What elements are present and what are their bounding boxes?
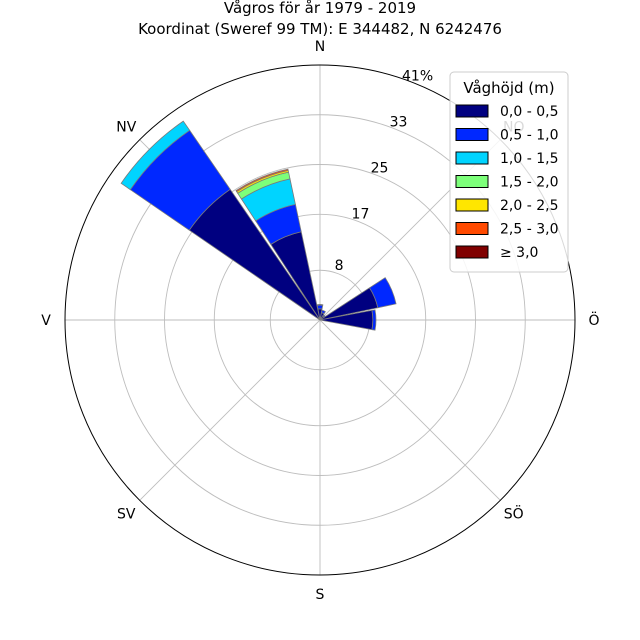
direction-label: NV (116, 119, 136, 135)
legend-label: 1,5 - 2,0 (500, 175, 558, 191)
direction-label: V (41, 313, 51, 329)
direction-label: S (316, 587, 325, 603)
rose-wedge (235, 168, 289, 193)
legend-label: 0,5 - 1,0 (500, 128, 558, 144)
direction-label: SV (117, 507, 136, 523)
rose-wedge (321, 309, 326, 315)
legend-swatch (455, 175, 489, 188)
direction-label: SÖ (504, 505, 524, 523)
legend-swatch (455, 128, 489, 141)
legend-swatch (455, 151, 489, 165)
legend-swatch (455, 222, 489, 235)
outer-circle (64, 64, 576, 576)
rose-wedge (316, 304, 324, 306)
legend-swatch (455, 104, 489, 118)
direction-label: N (315, 39, 325, 55)
angular-gridline (319, 319, 501, 501)
rose-wedge (316, 304, 324, 310)
rose-sectors (120, 120, 397, 331)
radial-tick-label: 33 (390, 114, 408, 130)
legend-label: ≥ 3,0 (500, 245, 538, 261)
chart-subtitle: Koordinat (Sweref 99 TM): E 344482, N 62… (138, 20, 502, 38)
legend-swatch (455, 245, 489, 259)
legend-title: Våghöjd (m) (463, 79, 554, 97)
chart-title: Vågros för år 1979 - 2019 (224, 0, 416, 17)
angular-gridline (139, 319, 321, 501)
radial-tick-label: 25 (371, 160, 389, 176)
rose-wedge (368, 277, 397, 309)
legend-swatch (455, 198, 489, 212)
radial-tick-labels: 8 17 25 33 41% (335, 68, 434, 274)
radial-tick-label: 8 (335, 258, 344, 274)
legend-box (449, 71, 569, 273)
legend-label: 0,0 - 0,5 (500, 104, 558, 120)
rose-wedge (371, 309, 377, 331)
legend-label: 2,5 - 3,0 (500, 222, 558, 238)
legend: Våghöjd (m) 0,0 - 0,5 0,5 - 1,0 1,0 - 1,5 1,… (449, 71, 569, 273)
radial-tick-label: 17 (352, 206, 370, 222)
rose-wedge (120, 120, 191, 191)
legend-label: 2,0 - 2,5 (500, 198, 558, 214)
radial-tick-label: 41% (402, 68, 433, 84)
legend-label: 1,0 - 1,5 (500, 151, 558, 167)
direction-label: Ö (588, 311, 599, 329)
